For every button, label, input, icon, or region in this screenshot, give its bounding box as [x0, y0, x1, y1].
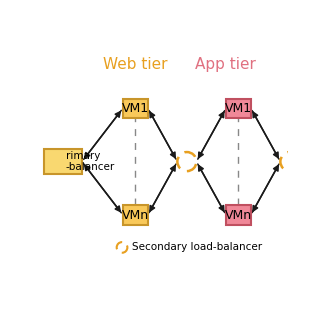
Text: rimary
-balancer: rimary -balancer — [66, 151, 115, 172]
Text: VMn: VMn — [225, 209, 252, 221]
Text: VMn: VMn — [122, 209, 149, 221]
Text: Secondary load-balancer: Secondary load-balancer — [132, 243, 262, 252]
FancyBboxPatch shape — [226, 99, 251, 118]
FancyBboxPatch shape — [44, 149, 82, 174]
Text: Web tier: Web tier — [103, 57, 168, 72]
FancyBboxPatch shape — [123, 205, 148, 225]
Text: VM1: VM1 — [225, 102, 252, 115]
FancyBboxPatch shape — [123, 99, 148, 118]
Text: VM1: VM1 — [122, 102, 149, 115]
FancyBboxPatch shape — [226, 205, 251, 225]
Text: App tier: App tier — [195, 57, 255, 72]
